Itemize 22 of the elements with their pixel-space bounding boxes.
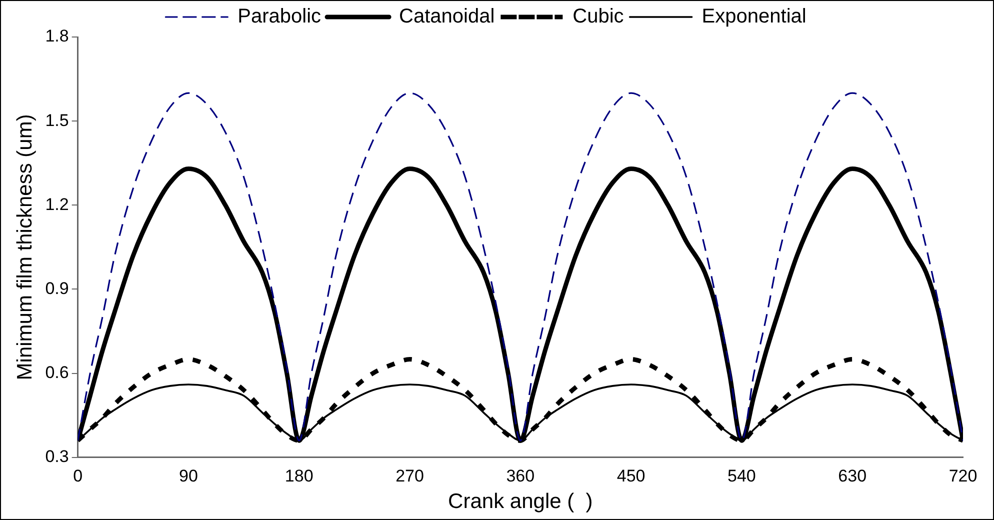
y-axis-title: Minimum film thickness (um)	[13, 114, 36, 380]
y-tick-label: 0.9	[45, 278, 69, 298]
x-axis-title: Crank angle ( )	[448, 490, 593, 514]
x-tick-label: 360	[506, 466, 535, 486]
line-series	[78, 92, 963, 442]
x-tick-label: 180	[284, 466, 314, 486]
y-tick-label: 0.3	[45, 447, 69, 466]
x-tick-label: 630	[838, 466, 867, 486]
legend-label: Cubic	[572, 6, 624, 28]
x-tick-label: 90	[179, 466, 198, 486]
y-tick-label: 1.2	[45, 194, 69, 214]
x-tick-label: 270	[396, 466, 424, 486]
y-tick-label: 1.8	[45, 26, 69, 46]
y-tick-label: 1.5	[45, 110, 69, 130]
legend-label: Parabolic	[238, 6, 322, 28]
x-tick-label: 0	[73, 466, 83, 486]
legend-label: Exponential	[702, 6, 806, 28]
y-tick-label: 0.6	[45, 363, 69, 382]
legend-label: Catanoidal	[399, 6, 495, 28]
x-tick-label: 540	[728, 466, 756, 486]
x-tick-label: 450	[616, 466, 646, 486]
x-tick-label: 720	[948, 466, 978, 486]
